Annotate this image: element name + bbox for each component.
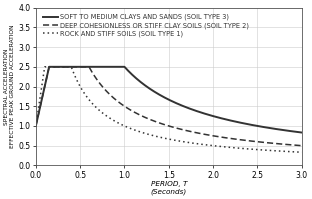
Legend: SOFT TO MEDIUM CLAYS AND SANDS (SOIL TYPE 3), DEEP COHESIONLESS OR STIFF CLAY SO: SOFT TO MEDIUM CLAYS AND SANDS (SOIL TYP…	[42, 13, 251, 38]
SOFT TO MEDIUM CLAYS AND SANDS (SOIL TYPE 3)	[246, 123, 250, 125]
DEEP COHESIONLESS OR STIFF CLAY SOILS (SOIL TYPE 2)	[61, 66, 65, 68]
ROCK AND STIFF SOILS (SOIL TYPE 1)	[61, 66, 65, 68]
SOFT TO MEDIUM CLAYS AND SANDS (SOIL TYPE 3)	[47, 66, 51, 68]
Line: ROCK AND STIFF SOILS (SOIL TYPE 1): ROCK AND STIFF SOILS (SOIL TYPE 1)	[36, 67, 302, 152]
SOFT TO MEDIUM CLAYS AND SANDS (SOIL TYPE 3)	[241, 122, 245, 125]
DEEP COHESIONLESS OR STIFF CLAY SOILS (SOIL TYPE 2)	[246, 139, 250, 142]
ROCK AND STIFF SOILS (SOIL TYPE 1)	[142, 132, 145, 134]
ROCK AND STIFF SOILS (SOIL TYPE 1)	[217, 145, 221, 147]
ROCK AND STIFF SOILS (SOIL TYPE 1)	[246, 148, 250, 150]
Y-axis label: SPECTRAL ACCELERATION
EFFECTIVE PEAK GROUND ACCELERATION: SPECTRAL ACCELERATION EFFECTIVE PEAK GRO…	[4, 25, 15, 148]
DEEP COHESIONLESS OR STIFF CLAY SOILS (SOIL TYPE 2)	[47, 66, 51, 68]
ROCK AND STIFF SOILS (SOIL TYPE 1)	[43, 66, 47, 68]
ROCK AND STIFF SOILS (SOIL TYPE 1)	[300, 151, 304, 153]
SOFT TO MEDIUM CLAYS AND SANDS (SOIL TYPE 3)	[34, 125, 38, 127]
DEEP COHESIONLESS OR STIFF CLAY SOILS (SOIL TYPE 2)	[217, 136, 221, 138]
DEEP COHESIONLESS OR STIFF CLAY SOILS (SOIL TYPE 2)	[151, 120, 155, 122]
SOFT TO MEDIUM CLAYS AND SANDS (SOIL TYPE 3)	[217, 116, 221, 119]
ROCK AND STIFF SOILS (SOIL TYPE 1)	[34, 125, 38, 127]
Line: DEEP COHESIONLESS OR STIFF CLAY SOILS (SOIL TYPE 2): DEEP COHESIONLESS OR STIFF CLAY SOILS (S…	[36, 67, 302, 146]
DEEP COHESIONLESS OR STIFF CLAY SOILS (SOIL TYPE 2)	[34, 125, 38, 127]
Line: SOFT TO MEDIUM CLAYS AND SANDS (SOIL TYPE 3): SOFT TO MEDIUM CLAYS AND SANDS (SOIL TYP…	[36, 67, 302, 133]
DEEP COHESIONLESS OR STIFF CLAY SOILS (SOIL TYPE 2)	[300, 144, 304, 147]
ROCK AND STIFF SOILS (SOIL TYPE 1)	[151, 134, 155, 137]
SOFT TO MEDIUM CLAYS AND SANDS (SOIL TYPE 3)	[142, 83, 145, 86]
SOFT TO MEDIUM CLAYS AND SANDS (SOIL TYPE 3)	[151, 90, 155, 92]
X-axis label: PERIOD, T
(Seconds): PERIOD, T (Seconds)	[151, 181, 187, 195]
SOFT TO MEDIUM CLAYS AND SANDS (SOIL TYPE 3)	[300, 131, 304, 134]
DEEP COHESIONLESS OR STIFF CLAY SOILS (SOIL TYPE 2)	[142, 116, 145, 118]
SOFT TO MEDIUM CLAYS AND SANDS (SOIL TYPE 3)	[61, 66, 65, 68]
ROCK AND STIFF SOILS (SOIL TYPE 1)	[241, 147, 245, 150]
DEEP COHESIONLESS OR STIFF CLAY SOILS (SOIL TYPE 2)	[241, 139, 245, 141]
